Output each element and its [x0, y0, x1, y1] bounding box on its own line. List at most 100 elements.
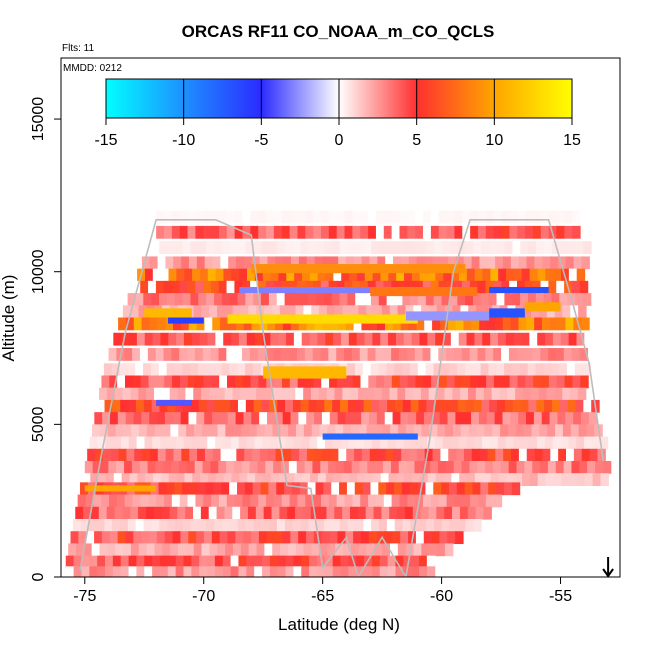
heatmap-cell — [375, 348, 384, 361]
heatmap-cell — [112, 555, 122, 569]
heatmap-cell — [175, 566, 185, 577]
heatmap-cell — [385, 448, 394, 462]
heatmap-cell — [350, 387, 359, 401]
heatmap-cell — [370, 293, 380, 306]
heatmap-cell — [394, 241, 404, 254]
heatmap-cell — [579, 460, 588, 474]
heatmap-cell — [496, 482, 505, 496]
heatmap-cell — [320, 348, 329, 361]
heatmap-cell — [366, 305, 375, 319]
heatmap-cell — [274, 412, 284, 425]
heatmap-cell — [375, 494, 385, 508]
heatmap-cell — [193, 305, 202, 319]
heatmap-cell — [171, 225, 181, 239]
heatmap-cell — [474, 473, 484, 487]
heatmap-cell — [506, 268, 515, 282]
heatmap-cell — [214, 566, 224, 577]
heatmap-cell — [282, 412, 292, 425]
heatmap-cell — [296, 424, 305, 438]
heatmap-cell — [383, 225, 393, 239]
heatmap-cell — [486, 375, 495, 389]
heatmap-cell — [367, 348, 377, 361]
heatmap-cell — [264, 424, 274, 438]
heatmap-cell — [198, 363, 207, 377]
plot-frame — [60, 57, 621, 578]
heatmap-cell — [392, 317, 402, 331]
heatmap-cell — [230, 436, 240, 450]
heatmap-cell — [353, 317, 363, 331]
heatmap-cell — [278, 473, 288, 487]
heatmap-cell — [529, 473, 539, 487]
heatmap-cell — [297, 225, 306, 239]
heatmap-cell — [482, 436, 491, 450]
heatmap-cell — [306, 412, 315, 425]
heatmap-cell — [309, 436, 318, 450]
heatmap-cell — [394, 518, 404, 532]
heatmap-cell — [535, 293, 545, 306]
heatmap-cell — [281, 225, 291, 239]
heatmap-cell — [186, 424, 195, 438]
heatmap-cell — [496, 241, 506, 254]
heatmap-cell — [286, 268, 295, 282]
heatmap-cell — [202, 348, 212, 361]
heatmap-cell — [556, 210, 565, 224]
heatmap-cell — [521, 268, 531, 282]
heatmap-cell — [229, 363, 238, 377]
heatmap-cell — [167, 241, 176, 254]
heatmap-cell — [517, 375, 526, 389]
heatmap-cell — [109, 494, 118, 508]
heatmap-cell — [374, 305, 383, 319]
heatmap-cell — [167, 518, 176, 532]
heatmap-cell — [75, 543, 85, 557]
heatmap-cell — [548, 375, 558, 389]
heatmap-cell — [556, 225, 565, 239]
heatmap-cell — [376, 531, 386, 545]
heatmap-cell — [289, 225, 299, 239]
y-tick-label: 0 — [30, 572, 47, 581]
heatmap-cell — [176, 268, 185, 282]
heatmap-cell — [509, 210, 518, 224]
heatmap-cell — [232, 506, 241, 520]
heatmap-cell — [496, 363, 505, 377]
heatmap-cell — [101, 375, 110, 389]
heatmap-cell — [215, 332, 224, 346]
heatmap-cell — [180, 531, 189, 545]
heatmap-cell — [501, 348, 510, 361]
heatmap-cell — [471, 317, 480, 331]
heatmap-cell — [401, 482, 411, 496]
heatmap-cell — [352, 225, 361, 239]
heatmap-cell — [190, 241, 200, 254]
heatmap-cell — [198, 518, 207, 532]
heatmap-cell — [486, 412, 496, 425]
heatmap-cell — [383, 348, 392, 361]
heatmap-feature — [156, 399, 192, 407]
heatmap-cell — [328, 210, 338, 224]
heatmap-cell — [537, 332, 546, 346]
heatmap-cell — [237, 482, 246, 496]
heatmap-cell — [117, 412, 127, 425]
heatmap-cell — [324, 241, 333, 254]
heatmap-cell — [218, 348, 227, 361]
heatmap-cell — [339, 293, 348, 306]
heatmap-cell — [430, 348, 439, 361]
heatmap-cell — [174, 482, 183, 496]
heatmap-cell — [336, 375, 346, 389]
heatmap-cell — [379, 518, 388, 532]
heatmap-cell — [421, 543, 430, 557]
heatmap-cell — [369, 448, 379, 462]
heatmap-cell — [500, 460, 510, 474]
heatmap-cell — [316, 241, 325, 254]
heatmap-cell — [207, 566, 216, 577]
heatmap-cell — [276, 482, 285, 496]
heatmap-cell — [194, 460, 204, 474]
heatmap-cell — [107, 424, 117, 438]
heatmap-cell — [234, 210, 244, 224]
heatmap-cell — [532, 225, 542, 239]
heatmap-cell — [524, 460, 533, 474]
heatmap-cell — [539, 424, 548, 438]
heatmap-cell — [562, 387, 571, 401]
heatmap-cell — [149, 531, 158, 545]
heatmap-cell — [359, 348, 369, 361]
heatmap-cell — [438, 494, 448, 508]
heatmap-cell — [172, 412, 182, 425]
